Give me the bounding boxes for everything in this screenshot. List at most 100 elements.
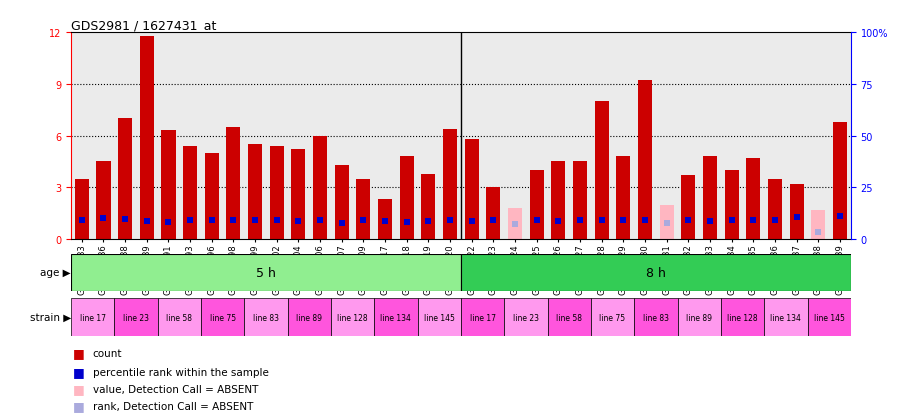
Point	[443, 217, 458, 224]
Text: line 89: line 89	[686, 313, 713, 322]
Text: ■: ■	[73, 382, 85, 396]
Bar	[118, 119, 132, 240]
Point	[746, 218, 761, 224]
Bar	[335, 166, 349, 240]
Text: line 17: line 17	[80, 313, 106, 322]
Text: line 58: line 58	[167, 313, 192, 322]
Bar	[721, 298, 764, 337]
Point	[313, 217, 328, 224]
Text: rank, Detection Call = ABSENT: rank, Detection Call = ABSENT	[93, 401, 253, 411]
Bar	[591, 298, 634, 337]
Bar	[71, 298, 115, 337]
Bar	[399, 157, 414, 240]
Text: line 23: line 23	[123, 313, 149, 322]
Bar	[331, 298, 374, 337]
Point	[638, 217, 652, 224]
Text: ■: ■	[73, 347, 85, 360]
Text: line 23: line 23	[513, 313, 539, 322]
Text: line 17: line 17	[470, 313, 496, 322]
Text: line 145: line 145	[424, 313, 455, 322]
Point	[421, 218, 436, 225]
Text: line 128: line 128	[338, 313, 368, 322]
Point	[464, 218, 479, 225]
Text: line 75: line 75	[600, 313, 625, 322]
Bar	[421, 174, 436, 240]
Point	[205, 218, 219, 224]
Bar	[746, 159, 761, 240]
Point	[269, 217, 284, 224]
Point	[183, 218, 197, 224]
Bar	[634, 298, 678, 337]
Bar	[269, 147, 284, 240]
Bar	[443, 129, 457, 240]
Point	[75, 217, 89, 224]
Text: ■: ■	[73, 365, 85, 378]
Bar	[682, 176, 695, 240]
Bar	[115, 298, 157, 337]
Bar	[205, 154, 218, 240]
Bar	[227, 128, 240, 240]
Text: line 134: line 134	[771, 313, 802, 322]
Bar	[71, 254, 461, 291]
Bar	[594, 102, 609, 240]
Bar	[357, 179, 370, 240]
Bar	[313, 136, 328, 240]
Text: line 75: line 75	[209, 313, 236, 322]
Text: value, Detection Call = ABSENT: value, Detection Call = ABSENT	[93, 384, 258, 394]
Bar	[378, 200, 392, 240]
Bar	[157, 298, 201, 337]
Bar	[660, 205, 673, 240]
Point	[399, 219, 414, 225]
Point	[118, 216, 133, 223]
Text: GDS2981 / 1627431_at: GDS2981 / 1627431_at	[71, 19, 217, 32]
Bar	[465, 140, 479, 240]
Bar	[460, 254, 851, 291]
Bar	[248, 145, 262, 240]
Bar	[530, 171, 544, 240]
Bar	[96, 162, 110, 240]
Point	[378, 218, 392, 225]
Bar	[724, 171, 739, 240]
Point	[486, 217, 501, 224]
Bar	[812, 210, 825, 240]
Bar	[616, 157, 631, 240]
Point	[96, 216, 111, 222]
Point	[572, 218, 587, 224]
Point	[768, 218, 783, 224]
Bar	[201, 298, 244, 337]
Point	[789, 215, 804, 221]
Bar	[678, 298, 721, 337]
Bar	[807, 298, 851, 337]
Bar	[833, 123, 847, 240]
Bar	[244, 298, 288, 337]
Text: age ▶: age ▶	[40, 268, 71, 278]
Bar	[548, 298, 591, 337]
Text: percentile rank within the sample: percentile rank within the sample	[93, 367, 268, 377]
Point	[161, 219, 176, 225]
Text: count: count	[93, 348, 122, 358]
Point	[703, 218, 717, 225]
Point	[227, 218, 241, 224]
Bar	[288, 298, 331, 337]
Point	[356, 217, 370, 224]
Bar	[551, 162, 565, 240]
Bar	[486, 188, 501, 240]
Bar	[573, 162, 587, 240]
Bar	[504, 298, 548, 337]
Point	[139, 218, 154, 225]
Point	[508, 221, 522, 227]
Point	[724, 218, 739, 224]
Bar	[418, 298, 461, 337]
Text: strain ▶: strain ▶	[30, 312, 71, 323]
Point	[660, 220, 674, 227]
Text: line 83: line 83	[642, 313, 669, 322]
Point	[530, 218, 544, 224]
Point	[833, 213, 847, 220]
Text: line 83: line 83	[253, 313, 279, 322]
Bar	[768, 179, 782, 240]
Bar	[140, 36, 154, 240]
Bar	[75, 179, 89, 240]
Point	[291, 218, 306, 225]
Bar	[161, 131, 176, 240]
Point	[551, 218, 566, 225]
